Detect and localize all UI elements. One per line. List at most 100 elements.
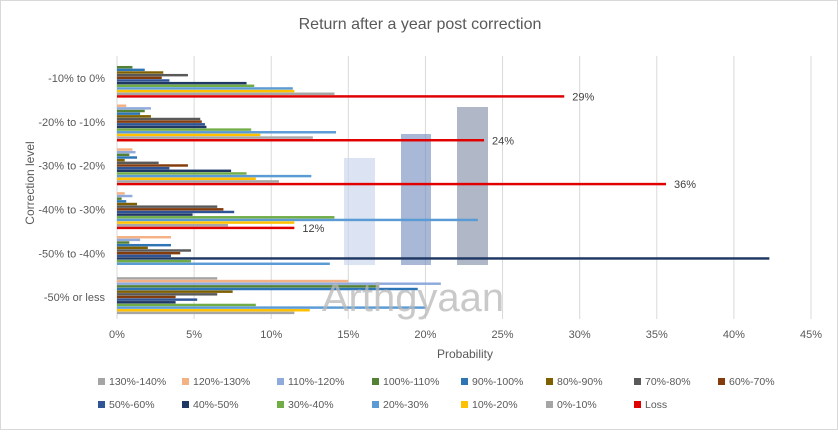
legend-swatch: [461, 378, 468, 385]
legend-label: 90%-100%: [472, 376, 523, 388]
bar: [117, 309, 310, 312]
bar: [117, 172, 247, 175]
bar: [117, 76, 162, 80]
bar: [117, 128, 252, 131]
bar: [117, 306, 426, 309]
bar: [117, 311, 295, 315]
bar: [117, 262, 330, 265]
bar: [117, 92, 335, 95]
bar: [117, 192, 125, 195]
bar: [117, 131, 336, 134]
legend-swatch: [277, 401, 284, 408]
bar: [117, 303, 256, 307]
bar: [117, 241, 130, 244]
bar: [117, 84, 255, 88]
bar: [117, 235, 171, 239]
bar: [117, 243, 171, 247]
bar: [117, 73, 188, 77]
x-tick-label: 45%: [800, 329, 822, 341]
bar: [117, 65, 133, 69]
bar: [117, 161, 159, 165]
x-tick-label: 0%: [109, 329, 125, 341]
data-labels: 29% 24% 36% 12%: [302, 92, 696, 236]
x-tick-label: 5%: [186, 329, 202, 341]
bar: [117, 246, 148, 250]
bar: [117, 153, 130, 157]
legend-label: 80%-90%: [557, 376, 603, 388]
decorative-bars: [344, 107, 488, 265]
x-axis-label: Probability: [437, 347, 493, 361]
legend-label: 120%-130%: [193, 376, 250, 388]
y-tick-label: -50% or less: [44, 292, 106, 304]
bar: [117, 226, 295, 230]
bar: [117, 216, 335, 219]
bar: [117, 133, 261, 137]
bar: [117, 120, 202, 123]
data-label: 24%: [492, 135, 514, 147]
y-tick-label: -10% to 0%: [48, 73, 105, 85]
bar: [117, 301, 176, 304]
y-tick-label: -50% to -40%: [38, 248, 105, 260]
bar: [117, 298, 198, 301]
bar: [117, 81, 247, 85]
bar: [117, 218, 478, 222]
bar: [117, 150, 136, 154]
bar: [117, 109, 145, 113]
data-label: 29%: [572, 92, 594, 104]
legend-label: 110%-120%: [288, 376, 344, 388]
y-axis-tick-labels: -10% to 0% -20% to -10% -30% to -20% -40% t…: [38, 73, 105, 304]
bar: [117, 79, 170, 82]
legend-swatch: [546, 401, 553, 408]
bar: [117, 213, 193, 216]
bar: [117, 295, 176, 299]
bar: [117, 68, 145, 72]
legend-label: 0%-10%: [557, 399, 597, 411]
bar: [117, 290, 233, 293]
legend-label: 130%-140%: [109, 376, 166, 388]
x-tick-label: 20%: [414, 329, 436, 341]
bar: [117, 177, 256, 180]
bar: [117, 117, 201, 121]
bar: [117, 180, 279, 183]
bar: [117, 279, 349, 283]
legend-label: 40%-50%: [193, 399, 239, 411]
bar: [117, 71, 164, 74]
bar: [117, 125, 207, 129]
bar: [117, 221, 295, 224]
bar: [117, 277, 218, 280]
legend-label: 30%-40%: [288, 399, 334, 411]
bar: [117, 169, 232, 173]
bar: [117, 95, 565, 98]
bar: [117, 257, 770, 260]
bar: [117, 251, 181, 255]
bar: [117, 200, 127, 203]
x-tick-label: 30%: [569, 329, 591, 341]
legend-swatch: [634, 401, 641, 408]
bar: [117, 182, 667, 186]
legend-label: Loss: [645, 399, 667, 411]
x-tick-label: 10%: [260, 329, 282, 341]
bar: [117, 139, 485, 142]
legend-swatch: [718, 378, 725, 385]
bar: [117, 293, 218, 296]
bar: [117, 174, 312, 178]
legend-swatch: [372, 378, 379, 385]
decorative-bar-3: [457, 107, 488, 265]
bar: [117, 224, 229, 227]
bar: [117, 210, 235, 214]
legend-label: 100%-110%: [383, 376, 439, 388]
bar: [117, 156, 138, 159]
bar: [117, 166, 170, 170]
x-tick-label: 15%: [337, 329, 359, 341]
bar: [117, 259, 192, 263]
legend-swatch: [546, 378, 553, 385]
legend-swatch: [461, 401, 468, 408]
data-label: 12%: [302, 223, 324, 235]
legend-swatch: [182, 378, 189, 385]
bar: [117, 112, 141, 115]
bar: [117, 282, 441, 285]
legend-label: 10%-20%: [472, 399, 518, 411]
bar: [117, 123, 205, 126]
